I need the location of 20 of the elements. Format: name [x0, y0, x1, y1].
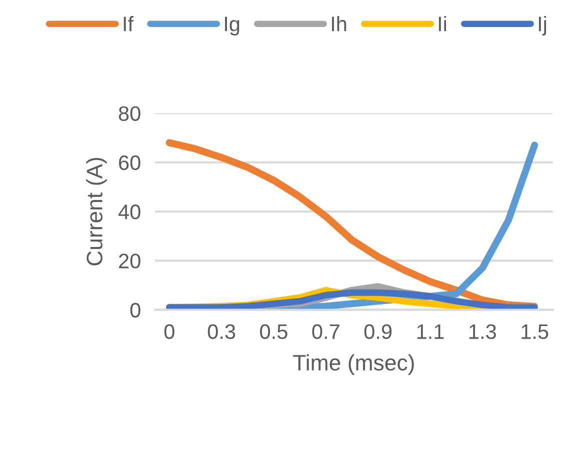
y-tick-label: 40 [118, 204, 140, 220]
y-tick-label: 80 [118, 106, 140, 121]
y-tick-label: 20 [119, 254, 140, 268]
x-tick-label: 1.5 [522, 324, 548, 340]
x-axis-title: Time (msec) [293, 354, 414, 375]
legend-label: Ih [332, 16, 346, 32]
x-tick-label: 0 [164, 324, 174, 340]
y-tick-label: 0 [130, 302, 140, 318]
legend-label: Ij [538, 16, 546, 36]
legend-label: If [124, 16, 134, 32]
x-tick-label: 1.3 [470, 324, 496, 340]
y-axis-title: Current (A) [86, 158, 107, 266]
x-tick-label: 0.9 [364, 324, 392, 340]
y-tick-label: 60 [119, 155, 140, 170]
legend-label: Ig [225, 16, 240, 36]
x-tick-label: 0.3 [208, 324, 236, 340]
x-tick-label: 0.5 [260, 324, 288, 340]
x-tick-label: 1.1 [417, 324, 444, 339]
x-tick-label: 0.7 [312, 324, 340, 340]
legend-label: Ii [438, 16, 446, 32]
